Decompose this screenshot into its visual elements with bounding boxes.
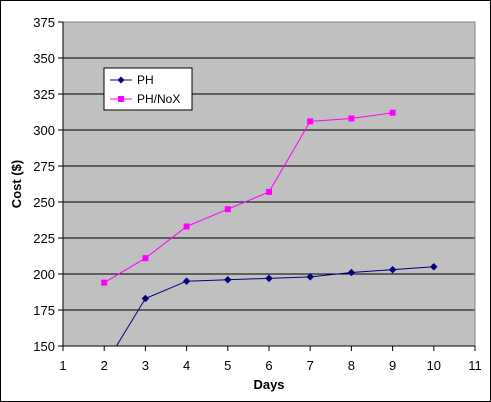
x-tick-label: 1 — [59, 358, 66, 373]
data-point-ph-nox — [266, 188, 272, 195]
y-tick-label: 375 — [33, 15, 55, 30]
x-tick-label: 8 — [348, 358, 355, 373]
y-tick-label: 175 — [33, 303, 55, 318]
data-point-ph-nox — [142, 255, 149, 262]
y-tick-label: 300 — [33, 123, 55, 138]
x-tick-label: 11 — [468, 358, 482, 373]
y-tick-label: 150 — [33, 339, 55, 354]
x-axis-title: Days — [253, 377, 284, 392]
data-point-ph — [347, 268, 356, 277]
data-point-ph — [306, 273, 315, 281]
x-axis: 1 2 3 4 5 6 7 8 9 10 11 — [59, 345, 482, 373]
legend-label-ph: PH — [137, 73, 154, 87]
y-tick-label: 325 — [33, 87, 55, 102]
x-tick-label: 9 — [389, 358, 396, 373]
legend-marker-ph — [117, 76, 125, 84]
legend-marker-ph-nox — [118, 96, 124, 102]
x-tick-label: 3 — [142, 358, 149, 373]
data-point-ph-nox — [101, 279, 108, 286]
data-point-ph — [182, 277, 191, 286]
data-point-ph — [388, 265, 397, 274]
data-point-ph — [223, 275, 232, 284]
series-layer — [101, 109, 438, 346]
data-point-ph — [141, 294, 150, 303]
data-point-ph-nox — [224, 206, 231, 213]
y-tick-label: 275 — [33, 159, 55, 174]
legend-label-ph-nox: PH/NoX — [137, 92, 180, 106]
y-tick-label: 225 — [33, 231, 55, 246]
data-point-ph-nox — [307, 118, 314, 125]
data-point-ph-nox — [348, 115, 355, 122]
y-tick-label: 250 — [33, 195, 55, 210]
y-axis-title: Cost ($) — [9, 160, 24, 208]
y-tick-label: 200 — [33, 267, 55, 282]
data-point-ph — [429, 262, 438, 271]
legend: PH PH/NoX — [103, 67, 193, 111]
y-axis: 150 175 200 225 250 275 300 325 350 375 — [33, 15, 64, 354]
y-tick-label: 350 — [33, 51, 55, 66]
data-point-ph-nox — [389, 109, 396, 116]
series-line-ph-nox — [103, 112, 393, 284]
x-tick-label: 4 — [183, 358, 190, 373]
data-point-ph — [265, 274, 273, 283]
x-tick-label: 7 — [307, 358, 314, 373]
data-point-ph-nox — [183, 223, 190, 230]
x-tick-label: 10 — [427, 358, 441, 373]
legend-box — [103, 67, 193, 111]
x-tick-label: 6 — [265, 358, 272, 373]
x-tick-label: 2 — [101, 358, 108, 373]
x-tick-label: 5 — [224, 358, 231, 373]
